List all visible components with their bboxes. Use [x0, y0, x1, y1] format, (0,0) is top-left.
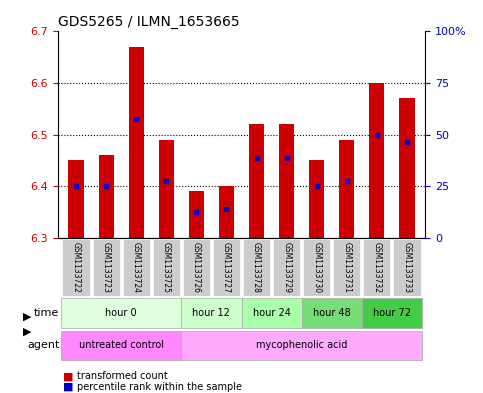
Text: percentile rank within the sample: percentile rank within the sample — [77, 382, 242, 392]
Text: untreated control: untreated control — [79, 340, 164, 350]
Text: GSM1133723: GSM1133723 — [101, 242, 111, 293]
Point — [343, 178, 351, 184]
Text: GSM1133733: GSM1133733 — [402, 242, 412, 293]
Point — [373, 131, 381, 138]
Text: mycophenolic acid: mycophenolic acid — [256, 340, 347, 350]
FancyBboxPatch shape — [153, 239, 180, 296]
Point — [102, 183, 110, 189]
FancyBboxPatch shape — [333, 239, 360, 296]
Point — [313, 183, 321, 189]
Text: GSM1133729: GSM1133729 — [282, 242, 291, 293]
Point — [403, 139, 411, 145]
Bar — [189, 191, 204, 238]
Text: GSM1133722: GSM1133722 — [71, 242, 81, 293]
Point — [132, 116, 140, 122]
Point — [283, 155, 290, 161]
Point — [193, 209, 200, 215]
Text: hour 48: hour 48 — [313, 308, 351, 318]
Text: GSM1133728: GSM1133728 — [252, 242, 261, 293]
FancyBboxPatch shape — [61, 331, 181, 360]
Text: GSM1133730: GSM1133730 — [312, 242, 321, 293]
Bar — [339, 140, 355, 238]
Text: hour 12: hour 12 — [192, 308, 230, 318]
Text: hour 72: hour 72 — [373, 308, 411, 318]
FancyBboxPatch shape — [302, 298, 362, 327]
Text: hour 24: hour 24 — [253, 308, 291, 318]
FancyBboxPatch shape — [363, 239, 390, 296]
Text: transformed count: transformed count — [77, 371, 168, 382]
FancyBboxPatch shape — [123, 239, 150, 296]
Text: ■: ■ — [63, 371, 73, 382]
Text: ▶: ▶ — [23, 311, 32, 321]
Bar — [399, 99, 414, 238]
Bar — [69, 160, 84, 238]
FancyBboxPatch shape — [181, 298, 242, 327]
Text: time: time — [34, 308, 59, 318]
Point — [162, 178, 170, 184]
Text: hour 0: hour 0 — [105, 308, 137, 318]
Text: ■: ■ — [63, 382, 73, 392]
FancyBboxPatch shape — [394, 239, 421, 296]
Bar — [369, 83, 384, 238]
FancyBboxPatch shape — [62, 239, 89, 296]
FancyBboxPatch shape — [242, 298, 302, 327]
Point — [223, 206, 230, 213]
Text: agent: agent — [27, 340, 59, 350]
Bar — [219, 186, 234, 238]
FancyBboxPatch shape — [362, 298, 422, 327]
FancyBboxPatch shape — [213, 239, 240, 296]
Text: GSM1133727: GSM1133727 — [222, 242, 231, 293]
Text: GSM1133731: GSM1133731 — [342, 242, 351, 293]
FancyBboxPatch shape — [93, 239, 120, 296]
Bar — [249, 124, 264, 238]
Text: GSM1133725: GSM1133725 — [162, 242, 171, 293]
Bar — [99, 155, 114, 238]
Bar — [159, 140, 174, 238]
FancyBboxPatch shape — [303, 239, 330, 296]
Text: GSM1133726: GSM1133726 — [192, 242, 201, 293]
Bar — [309, 160, 324, 238]
Text: GDS5265 / ILMN_1653665: GDS5265 / ILMN_1653665 — [58, 15, 240, 29]
Point — [253, 155, 260, 161]
Bar — [279, 124, 294, 238]
Bar — [128, 47, 144, 238]
FancyBboxPatch shape — [273, 239, 300, 296]
FancyBboxPatch shape — [181, 331, 422, 360]
FancyBboxPatch shape — [183, 239, 210, 296]
Text: GSM1133732: GSM1133732 — [372, 242, 382, 293]
Text: ▶: ▶ — [23, 327, 32, 337]
FancyBboxPatch shape — [61, 298, 181, 327]
Point — [72, 183, 80, 189]
Text: GSM1133724: GSM1133724 — [132, 242, 141, 293]
FancyBboxPatch shape — [243, 239, 270, 296]
